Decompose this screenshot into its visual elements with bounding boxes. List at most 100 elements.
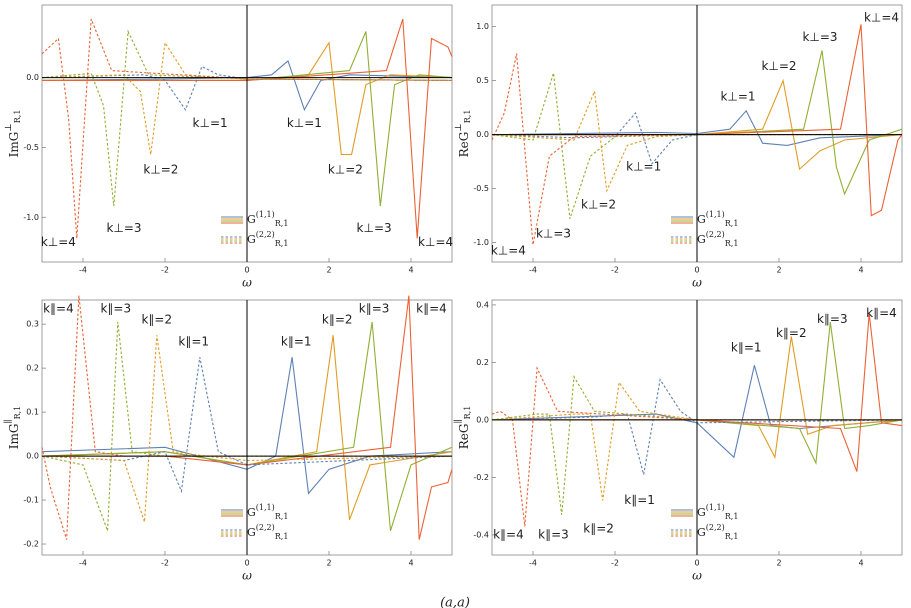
annotation: k∥=3 — [359, 301, 390, 315]
label-part: (1,1) — [256, 210, 275, 219]
y-tick-label: 0.1 — [26, 408, 39, 417]
series-line — [42, 295, 453, 540]
legend-label: G(1,1)R,1 — [247, 503, 288, 521]
annotation: k∥=2 — [583, 522, 614, 536]
y-tick-label: -0.1 — [23, 496, 39, 505]
annotation: k∥=2 — [776, 326, 807, 340]
x-tick-label: 4 — [858, 266, 863, 275]
y-tick-label: 0.0 — [476, 130, 489, 139]
legend-label: G(2,2)R,1 — [247, 230, 288, 248]
series-line — [41, 335, 453, 523]
annotation: k⊥=3 — [357, 221, 392, 235]
x-tick-label: -4 — [529, 266, 537, 275]
label-part: R,1 — [463, 406, 472, 420]
annotation: k⊥=4 — [864, 10, 899, 24]
annotation: k⊥=1 — [287, 116, 322, 130]
annotation: k⊥=2 — [328, 162, 363, 176]
y-axis-label: ReG⊥R,1 — [454, 110, 473, 158]
label-part: ⊥ — [454, 123, 464, 131]
label-part: ReG — [457, 424, 471, 450]
series-line — [491, 111, 902, 165]
x-tick-label: 4 — [408, 559, 413, 568]
x-axis-label: ω — [692, 569, 702, 583]
label-part: R,1 — [725, 512, 739, 521]
x-tick-label: 2 — [326, 266, 331, 275]
annotation: k⊥=1 — [720, 89, 755, 103]
series-line — [41, 357, 453, 494]
label-part: R,1 — [463, 110, 472, 124]
series-line — [41, 18, 453, 239]
x-tick-label: 2 — [776, 559, 781, 568]
annotation: k∥=2 — [322, 312, 353, 326]
series-line — [41, 295, 452, 540]
y-tick-label: 1.0 — [476, 22, 489, 31]
annotation: k⊥=2 — [761, 59, 796, 73]
annotation: k⊥=2 — [143, 162, 178, 176]
legend-label: G(1,1)R,1 — [247, 210, 288, 228]
x-tick-label: 0 — [694, 266, 699, 275]
label-part: R,1 — [275, 512, 289, 521]
x-axis-label: ω — [242, 276, 252, 290]
annotation: k⊥=3 — [106, 221, 141, 235]
annotation: k∥=4 — [43, 301, 74, 315]
label-part: ⊥ — [4, 123, 14, 131]
y-tick-label: 0.2 — [26, 364, 39, 373]
x-tick-label: 4 — [858, 559, 863, 568]
label-part: R,1 — [13, 110, 22, 124]
label-part: R,1 — [275, 532, 289, 541]
y-axis-label: ReG∥R,1 — [453, 406, 473, 450]
y-tick-label: 0.2 — [476, 358, 489, 367]
series-line — [41, 321, 453, 531]
annotation: k⊥=3 — [536, 226, 571, 240]
x-tick-label: -4 — [79, 266, 87, 275]
annotation: k∥=2 — [141, 312, 172, 326]
label-part: ∥ — [453, 419, 464, 423]
y-tick-label: -0.2 — [23, 540, 39, 549]
label-part: R,1 — [725, 219, 739, 228]
label-part: G — [697, 233, 706, 246]
annotation: k∥=1 — [624, 493, 655, 507]
x-tick-label: 0 — [694, 559, 699, 568]
x-tick-label: 4 — [408, 266, 413, 275]
x-tick-label: -4 — [79, 559, 87, 568]
y-tick-label: 0.4 — [476, 300, 489, 309]
x-axis-label: ω — [692, 276, 702, 290]
label-part: G — [247, 213, 256, 226]
label-part: ReG — [457, 132, 471, 158]
label-part: (1,1) — [706, 210, 725, 219]
label-part: (2,2) — [706, 523, 725, 532]
legend-label: G(1,1)R,1 — [697, 210, 738, 228]
series-line — [41, 29, 453, 207]
legend-label: G(2,2)R,1 — [247, 523, 288, 541]
label-part: (1,1) — [256, 503, 275, 512]
label-part: G — [697, 506, 706, 519]
annotation: k∥=3 — [100, 301, 131, 315]
caption: (a,a) — [440, 596, 470, 608]
annotation: k∥=1 — [178, 334, 209, 348]
x-tick-label: -2 — [611, 559, 619, 568]
annotation: k⊥=2 — [581, 197, 616, 211]
y-tick-label: -0.5 — [473, 184, 489, 193]
label-part: ImG — [7, 132, 21, 158]
label-part: ImG — [7, 424, 21, 450]
x-tick-label: -2 — [161, 559, 169, 568]
y-tick-label: 0.0 — [26, 73, 39, 82]
x-tick-label: 0 — [244, 266, 249, 275]
legend-label: G(2,2)R,1 — [697, 230, 738, 248]
label-part: G — [247, 506, 256, 519]
annotation: k⊥=4 — [41, 235, 76, 249]
label-part: ∥ — [3, 419, 14, 423]
y-tick-label: 0.0 — [26, 452, 39, 461]
x-tick-label: -2 — [611, 266, 619, 275]
label-part: G — [247, 526, 256, 539]
series-line — [491, 109, 903, 146]
legend-label: G(1,1)R,1 — [697, 503, 738, 521]
x-tick-label: -2 — [161, 266, 169, 275]
y-axis-label: ImG∥R,1 — [3, 406, 23, 450]
label-part: G — [697, 213, 706, 226]
annotation: k⊥=4 — [418, 235, 453, 249]
y-axis-label: ImG⊥R,1 — [4, 110, 23, 158]
label-part: R,1 — [275, 219, 289, 228]
label-part: (2,2) — [256, 230, 275, 239]
